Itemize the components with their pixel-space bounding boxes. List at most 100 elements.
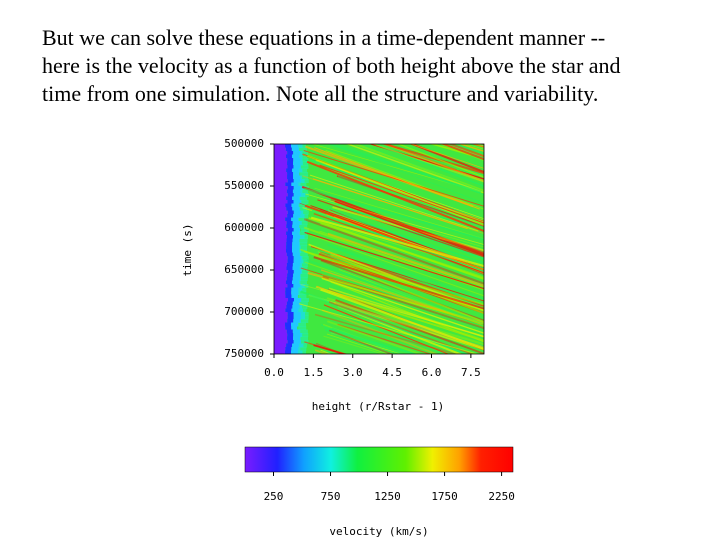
heat-band — [286, 301, 293, 306]
heat-streak — [315, 159, 484, 224]
heat-band — [274, 224, 287, 229]
heat-band — [285, 287, 292, 292]
heat-band — [293, 214, 305, 218]
colorbar-tick-label: 1250 — [374, 490, 401, 503]
heat-band — [299, 231, 308, 236]
heat-band — [299, 252, 308, 257]
heat-streak — [315, 286, 484, 338]
heat-band — [285, 347, 292, 351]
heat-streak — [328, 329, 394, 354]
heat-band — [300, 165, 309, 169]
heat-streak — [330, 332, 403, 354]
heat-streak — [326, 144, 482, 194]
heat-band — [298, 326, 307, 330]
heat-band — [287, 179, 294, 183]
heat-band — [291, 350, 303, 354]
x-tick-label: 6.0 — [422, 366, 442, 379]
heat-streak — [323, 304, 450, 354]
heat-streak — [303, 187, 484, 241]
heat-band — [293, 200, 302, 204]
heat-band — [286, 263, 293, 267]
heat-band — [285, 291, 292, 295]
heat-streak — [310, 216, 484, 268]
heat-band — [285, 203, 292, 208]
heat-band — [274, 175, 288, 180]
heat-streak — [396, 144, 484, 178]
heat-streak — [334, 200, 484, 257]
heat-band — [298, 294, 307, 299]
heat-band — [285, 294, 292, 299]
heat-band — [287, 259, 294, 264]
heat-streak — [326, 297, 484, 346]
heat-band — [293, 179, 305, 183]
heat-band — [287, 214, 294, 218]
heat-band — [274, 151, 288, 155]
colorbar-tick-label: 750 — [321, 490, 341, 503]
heat-band — [287, 158, 294, 162]
y-tick-label: 550000 — [224, 179, 264, 192]
heat-band — [274, 147, 286, 152]
heat-band — [274, 277, 287, 281]
heat-band — [298, 308, 307, 313]
heat-band — [274, 158, 288, 162]
heat-band — [298, 147, 307, 152]
heat-band — [298, 280, 307, 285]
heat-band — [292, 305, 302, 309]
heat-band — [274, 207, 287, 211]
heat-band — [292, 263, 303, 267]
heat-band — [291, 144, 303, 148]
heat-streak — [336, 144, 484, 196]
heat-streak — [312, 178, 468, 230]
heat-band — [286, 245, 293, 250]
heat-band — [274, 154, 286, 159]
heat-band — [274, 165, 288, 169]
heat-band — [274, 217, 286, 222]
heat-streak — [311, 209, 484, 273]
heat-band — [298, 182, 307, 187]
heat-band — [286, 196, 293, 201]
heat-band — [286, 224, 293, 229]
heat-band — [274, 242, 287, 246]
heat-band — [274, 315, 288, 320]
heat-band — [291, 154, 303, 159]
heat-streak — [337, 323, 432, 354]
heat-streak — [329, 309, 447, 354]
heat-band — [300, 151, 309, 155]
heat-band — [274, 231, 287, 236]
heat-band — [300, 200, 309, 204]
heat-streak — [448, 144, 484, 158]
heat-streak — [337, 146, 484, 204]
heat-band — [291, 322, 299, 327]
heat-band — [287, 284, 294, 288]
heat-streak — [325, 329, 392, 354]
heat-band — [274, 270, 288, 274]
heat-band — [274, 245, 287, 250]
heat-band — [285, 217, 292, 222]
heat-band — [274, 179, 288, 183]
heat-band — [300, 179, 309, 183]
heat-band — [300, 315, 309, 320]
heat-streak — [313, 256, 484, 310]
heat-band — [292, 266, 303, 271]
heat-band — [298, 203, 307, 208]
heat-band — [274, 200, 288, 204]
heat-band — [299, 301, 308, 306]
heat-band — [274, 144, 286, 148]
heat-band — [287, 165, 294, 169]
heat-band — [285, 144, 292, 148]
heat-band — [291, 294, 298, 299]
heat-band — [286, 343, 293, 348]
heat-band — [274, 340, 288, 344]
plot-frame — [273, 143, 485, 355]
heat-streak — [336, 253, 484, 307]
heat-band — [299, 168, 308, 173]
heat-band — [274, 298, 288, 302]
colorbar-tick-label: 2250 — [488, 490, 515, 503]
heat-band — [299, 305, 308, 309]
heat-band — [293, 256, 303, 260]
heat-streak — [470, 144, 484, 148]
heat-band — [287, 312, 294, 316]
heat-band — [274, 249, 286, 253]
x-tick-label: 4.5 — [382, 366, 402, 379]
heat-band — [274, 280, 286, 285]
